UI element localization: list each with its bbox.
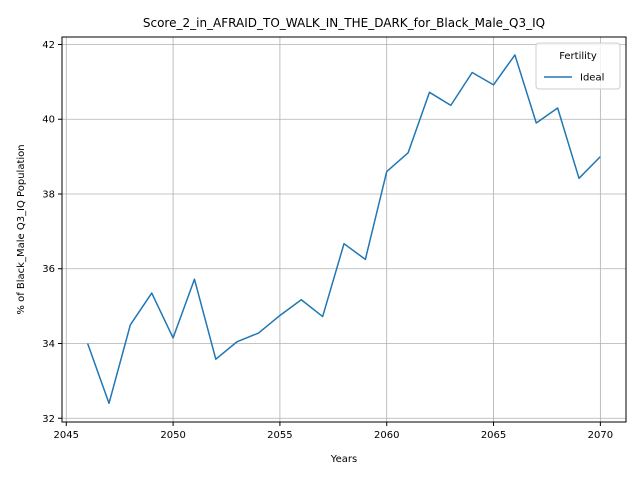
y-axis-ticks: 32 34 36 38 40 42 [42,40,62,425]
y-tick-label: 32 [42,414,55,425]
legend-box [535,42,621,90]
x-tick-label: 2050 [160,430,185,441]
x-tick-label: 2070 [588,430,613,441]
x-tick-label: 2045 [54,430,79,441]
legend-entries: Ideal [544,73,604,84]
y-tick-label: 42 [42,40,55,51]
y-tick-label: 36 [42,264,55,275]
legend-title: Fertility [559,51,597,62]
y-tick-label: 38 [42,189,55,200]
y-tick-label: 40 [42,115,55,126]
plot-frame [61,36,627,423]
x-axis-ticks: 2045 2050 2055 2060 2065 2070 [54,422,613,441]
x-tick-label: 2060 [374,430,399,441]
legend-label-ideal: Ideal [580,73,604,84]
grid-lines [62,37,626,422]
chart-title: Score_2_in_AFRAID_TO_WALK_IN_THE_DARK_fo… [143,16,545,30]
y-axis-label: % of Black_Male Q3_IQ Population [16,144,27,314]
series-lines [86,54,601,405]
x-tick-label: 2065 [481,430,506,441]
x-tick-label: 2055 [267,430,292,441]
legend: Fertility Ideal [535,42,621,90]
y-tick-label: 34 [42,339,55,350]
x-axis-label: Years [330,454,357,465]
series-line-ideal [86,54,601,405]
